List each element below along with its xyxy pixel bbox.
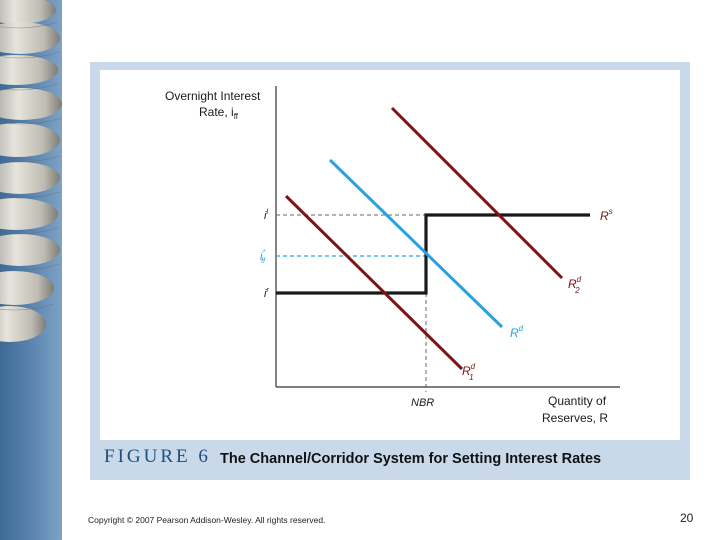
nbr-tick: NBR (411, 397, 434, 409)
figure-number: FIGURE 6 (104, 446, 211, 467)
copyright-notice: Copyright © 2007 Pearson Addison-Wesley.… (88, 515, 326, 525)
plot-background (100, 70, 680, 440)
x-axis-label-line2: Reserves, R (542, 411, 608, 425)
channel-corridor-diagram: Overnight Interest Rate, iff il i* ff ir … (100, 70, 680, 440)
page-number: 20 (680, 511, 694, 525)
demand-curve-label: Rd (510, 324, 524, 340)
supply-curve-label: Rs (600, 207, 613, 223)
figure-panel: Overnight Interest Rate, iff il i* ff ir … (90, 62, 690, 480)
demand-curve-2 (390, 106, 564, 280)
y-axis-label-line2: Rate, iff (199, 105, 239, 121)
demand-curve-1 (284, 194, 464, 371)
figure-title: The Channel/Corridor System for Setting … (220, 451, 602, 467)
coin-stack-image (0, 0, 62, 342)
upper-rate-tick: il (264, 209, 268, 222)
demand-curve-1-label: Rd 1 (462, 362, 476, 382)
demand-curve-2-label: Rd 2 (568, 275, 582, 295)
x-axis-label-line1: Quantity of (548, 394, 607, 408)
demand-curve (328, 158, 504, 329)
y-axis-label-line1: Overnight Interest (165, 89, 261, 103)
lower-rate-tick: ir (264, 287, 269, 300)
target-rate-tick: i* ff (260, 249, 266, 265)
